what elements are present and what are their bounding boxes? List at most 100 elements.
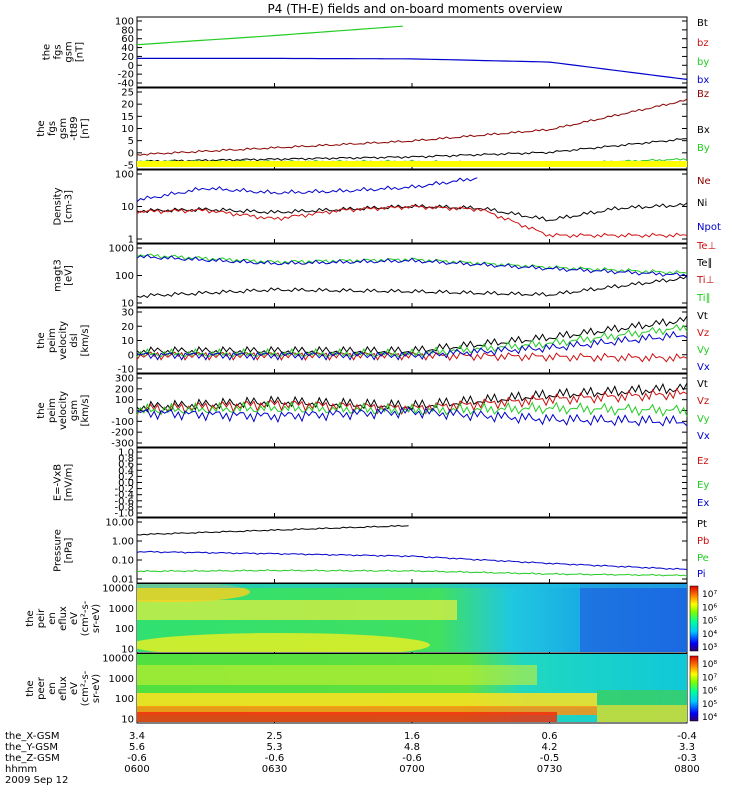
- legend-5-2: Vy: [697, 414, 710, 425]
- ytick-label-6-5: 0.0: [118, 478, 134, 489]
- ylabel-4-4: [km/s]: [80, 324, 91, 356]
- xval-2-4: -0.3: [677, 753, 697, 764]
- colorbars-layer: 10⁷ 10⁶ 10⁵ 10⁴ 10³ 10⁸ 10⁷ 10⁶ 10⁵ 10⁴: [689, 585, 717, 723]
- ytick-label-3-1: 100: [115, 271, 134, 282]
- ytick-label-8-2: 100: [115, 624, 134, 635]
- ytick-label-4-1: 20: [121, 322, 134, 333]
- ylabel-1-1: fgs: [47, 121, 58, 136]
- series-0-by: [136, 25, 403, 46]
- legend-5-0: Vt: [697, 379, 708, 390]
- ytick-label-1-1: 20: [121, 100, 134, 111]
- ytick-label-9-0: 10000: [102, 654, 134, 665]
- ylabel-8-5: (cm²-s-: [80, 600, 91, 636]
- ylabel-1-4: [nT]: [80, 118, 91, 138]
- panel-frame-6: [136, 447, 688, 518]
- xval-2-1: -0.6: [265, 753, 285, 764]
- ytick-label-0-4: 20: [121, 52, 134, 63]
- xval-2-3: -0.5: [540, 753, 560, 764]
- ytick-label-0-3: 40: [121, 43, 134, 54]
- legend-1-2: By: [697, 143, 710, 154]
- ytick-label-5-3: 0: [128, 406, 134, 417]
- chart-title: P4 (TH-E) fields and on-board moments ov…: [267, 2, 562, 16]
- ylabel-0-3: [nT]: [75, 42, 86, 62]
- xval-1-3: 4.2: [542, 742, 558, 753]
- ylabel-8-1: peir: [36, 608, 47, 628]
- ytick-label-2-2: 1: [128, 235, 134, 246]
- ytick-label-1-4: 5: [128, 136, 134, 147]
- xval-1-4: 3.3: [679, 742, 695, 753]
- ytick-label-6-2: 0.6: [118, 460, 134, 471]
- ytick-label-9-2: 100: [115, 694, 134, 705]
- legend-4-3: Vx: [697, 362, 710, 373]
- ytick-label-0-2: 60: [121, 34, 134, 45]
- series-2-Ni: [136, 202, 688, 222]
- legend-3-2: Ti⊥: [696, 275, 714, 286]
- ytick-label-5-0: 300: [115, 374, 134, 385]
- xaxis-row-label-3: hhmm: [5, 764, 37, 775]
- ylabel-1-3: -tt89: [69, 116, 80, 140]
- ytick-label-4-2: 10: [121, 336, 134, 347]
- ylabel-1-2: gsm: [58, 118, 69, 139]
- legend-6-1: Ey: [697, 480, 709, 491]
- ytick-label-3-2: 10: [121, 299, 134, 310]
- colorbar-label-9-4: 10⁴: [702, 713, 717, 723]
- xval-1-0: 5.6: [129, 742, 145, 753]
- series-1-Bz: [136, 98, 688, 156]
- ylabel-9-6: sr-eV): [91, 674, 102, 703]
- series-2-Ne: [136, 204, 688, 239]
- ytick-label-2-1: 10: [121, 202, 134, 213]
- series-2-Npot: [136, 177, 478, 203]
- ylabel-8-6: sr-eV): [91, 604, 102, 633]
- legend-0-2: by: [697, 57, 709, 68]
- ylabel-9-4: eV: [69, 682, 80, 695]
- electron-spectrogram: [137, 654, 687, 722]
- ytick-label-8-3: 10: [121, 645, 134, 656]
- series-0-bx: [137, 57, 688, 80]
- ylabel-9-2: en: [47, 682, 58, 695]
- ylabel-8-2: en: [47, 612, 58, 625]
- xval-2-2: -0.6: [402, 753, 422, 764]
- ytick-label-0-1: 80: [121, 25, 134, 36]
- colorbar-label-9-0: 10⁸: [702, 660, 717, 670]
- xval-0-2: 1.6: [404, 731, 420, 742]
- colorbar-8: [689, 585, 699, 652]
- series-7-Pt: [136, 524, 409, 536]
- ylabel-8-3: eflux: [58, 606, 69, 631]
- ytick-label-6-3: 0.4: [118, 466, 134, 477]
- ylabel-4-2: velocity: [58, 321, 69, 360]
- ylabel-2-0: Density: [53, 187, 64, 225]
- ytick-label-4-4: -10: [118, 365, 134, 376]
- ylabel-9-1: peer: [36, 676, 47, 700]
- ytick-label-6-6: -0.2: [114, 484, 134, 495]
- legend-0-3: bx: [697, 75, 709, 86]
- ylabel-3-0: magt3: [53, 259, 64, 292]
- legend-7-2: Pe: [697, 553, 709, 564]
- panel-frame-1: [136, 87, 688, 170]
- xval-1-1: 5.3: [267, 742, 283, 753]
- ylabel-7-0: Pressure: [53, 529, 64, 572]
- xval-0-3: 0.6: [542, 731, 558, 742]
- ytick-label-5-6: -300: [111, 439, 134, 450]
- ytick-label-1-3: 10: [121, 124, 134, 135]
- ylabel-1-0: the: [36, 120, 47, 136]
- ytick-label-6-4: 0.2: [118, 472, 134, 483]
- legend-7-1: Pb: [697, 536, 709, 547]
- legend-1-1: Bx: [697, 125, 710, 136]
- ylabel-5-0: the: [36, 402, 47, 418]
- ylabel-3-1: [eV]: [64, 265, 75, 286]
- legend-0-0: Bt: [697, 18, 708, 29]
- xval-3-4: 0800: [674, 764, 699, 775]
- ylabel-2-1: [cm-3]: [64, 190, 75, 223]
- legend-3-3: Ti∥: [696, 293, 711, 304]
- ytick-label-7-2: 0.10: [112, 556, 134, 567]
- ytick-label-4-0: 30: [121, 308, 134, 319]
- series-7-Pi: [136, 550, 688, 570]
- ytick-label-5-4: -100: [111, 417, 134, 428]
- legend-4-0: Vt: [697, 311, 708, 322]
- xval-0-1: 2.5: [267, 731, 283, 742]
- ylabel-8-4: eV: [69, 612, 80, 625]
- ytick-label-1-5: 0: [128, 148, 134, 159]
- series-3-Te∥: [136, 275, 688, 299]
